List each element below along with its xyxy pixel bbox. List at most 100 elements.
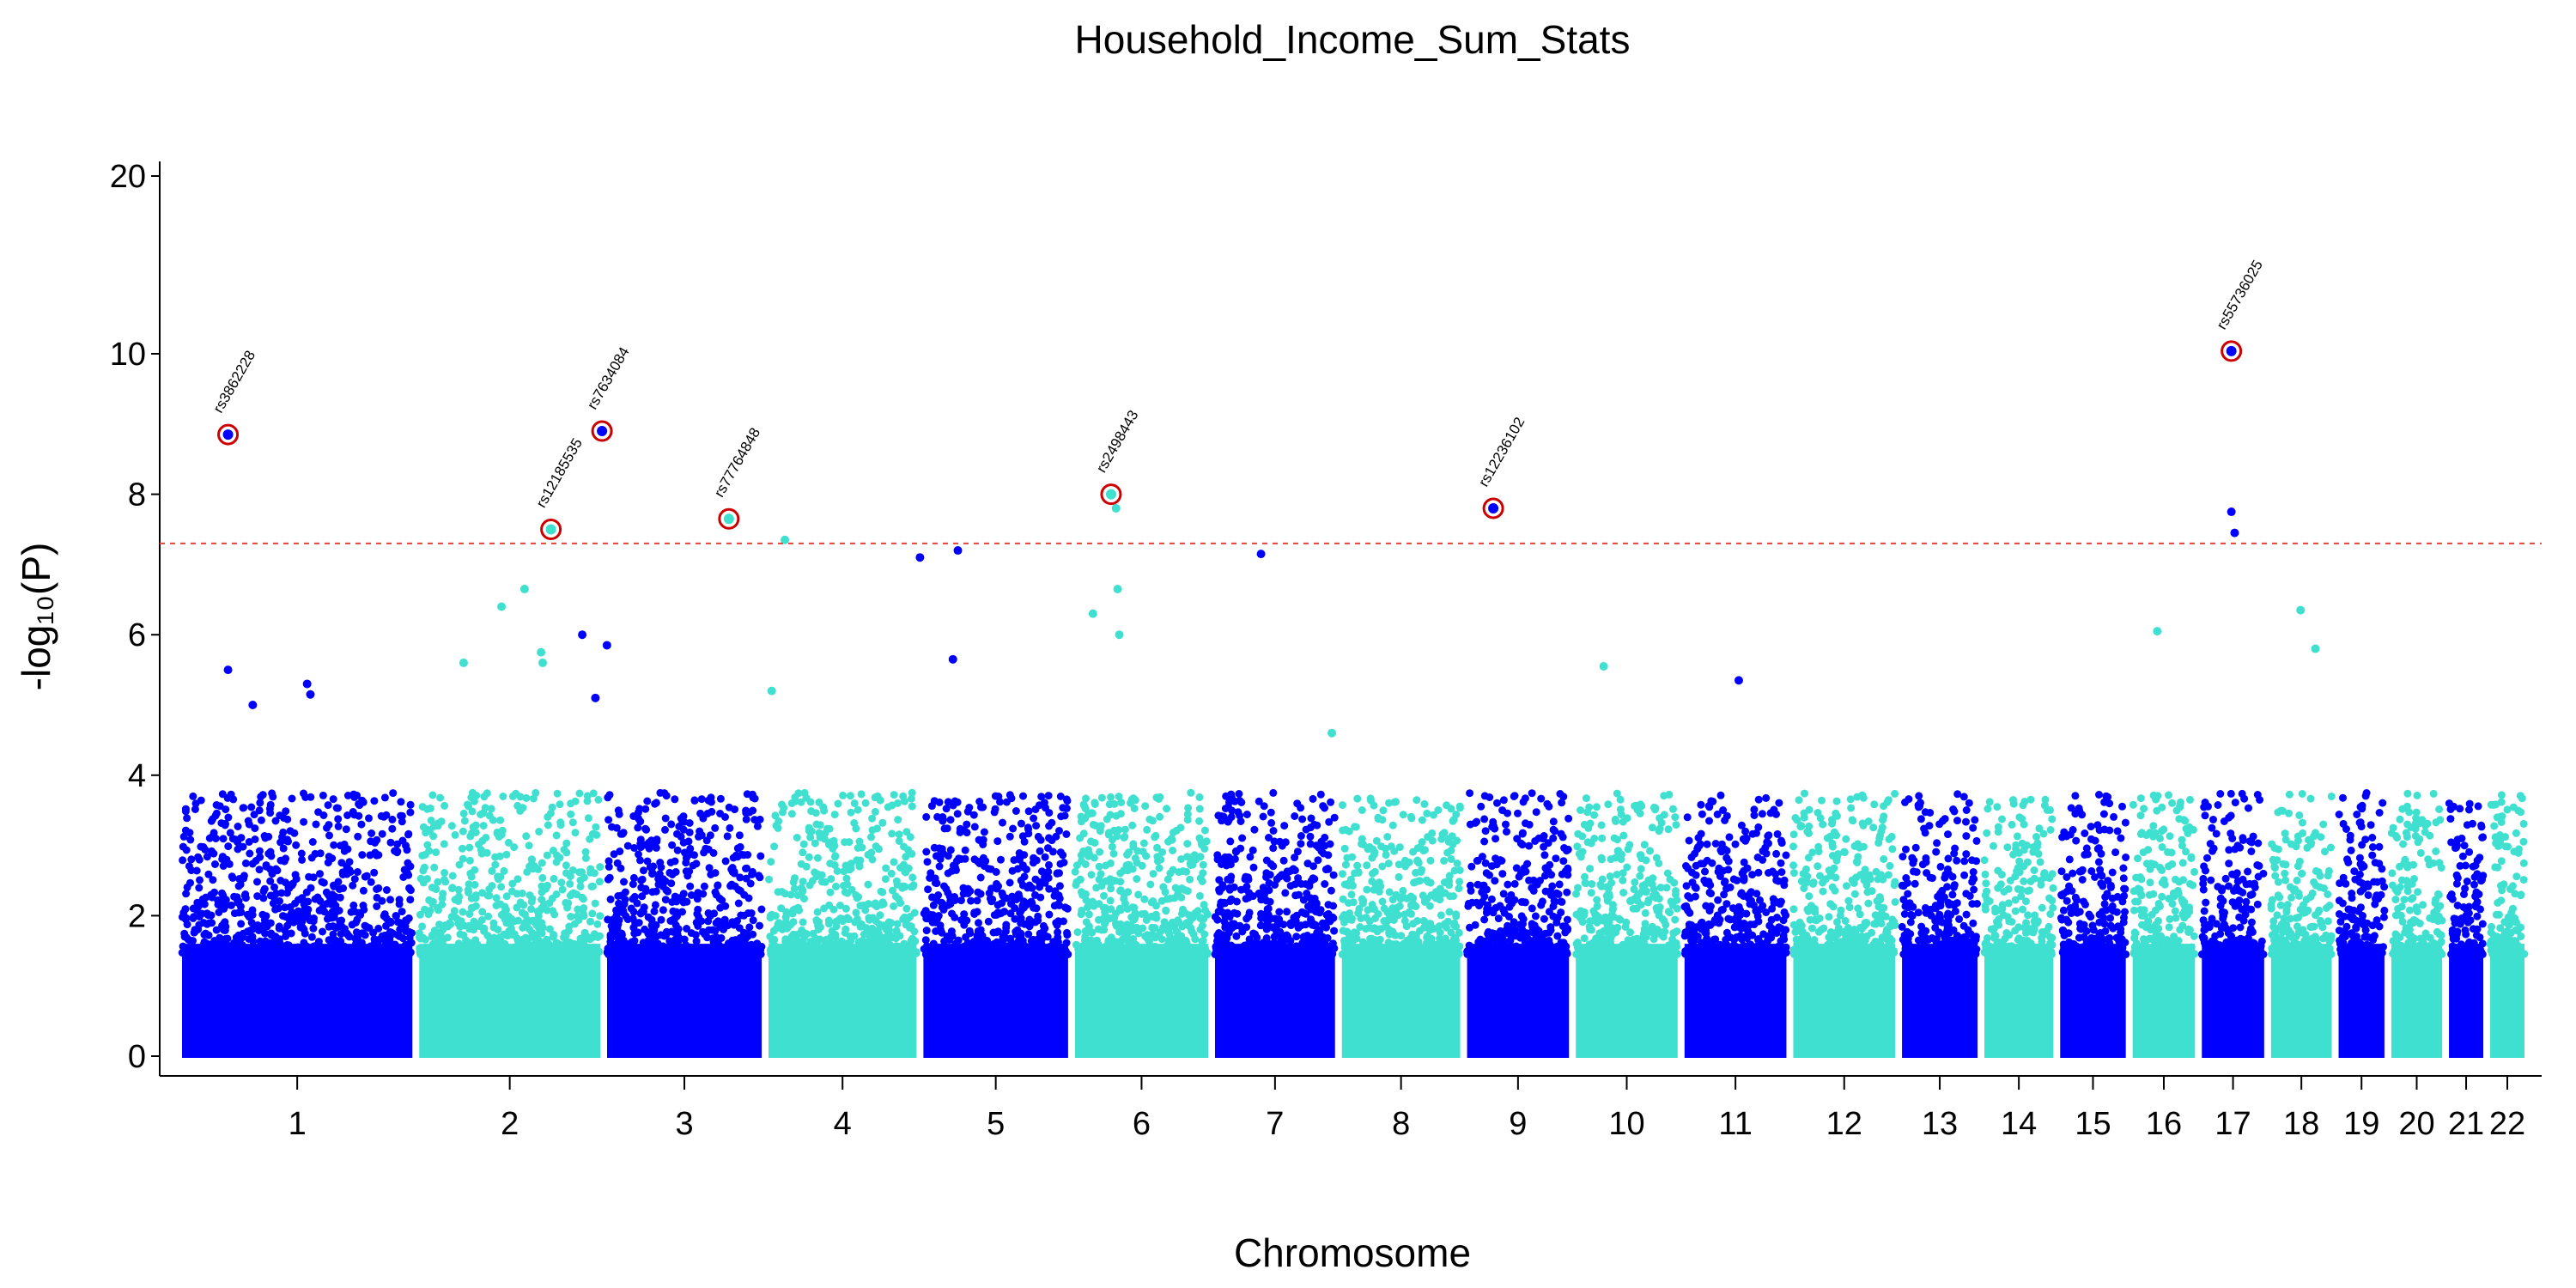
snp-point [261,919,270,927]
snp-point [1431,894,1440,902]
snp-point [211,860,219,868]
snp-point [477,849,486,858]
snp-point [538,896,546,904]
snp-point [418,803,427,811]
snp-point [1275,927,1283,936]
snp-point [477,811,485,818]
snp-point [403,846,411,854]
snp-point [183,883,191,891]
snp-point [1510,896,1519,904]
snp-point [825,824,834,833]
snp-point [1545,802,1553,811]
snp-point [832,882,840,890]
snp-point [1071,867,1079,876]
snp-point [455,860,464,869]
snp-point [471,866,479,874]
snp-point [1171,884,1180,892]
snp-point [1322,911,1331,920]
snp-point [246,911,255,920]
snp-point [1352,823,1360,831]
snp-point [1342,949,1351,957]
snp-point [700,882,708,890]
snp-point [406,862,415,871]
snp-point [448,884,457,892]
snp-point [523,945,532,953]
snp-point [465,880,473,889]
snp-point [635,850,642,859]
snp-point [501,906,510,914]
snp-point [459,809,468,817]
snp-point [1452,912,1461,920]
snp-point [375,935,384,944]
snp-point [481,804,489,812]
snp-point [895,837,903,845]
snp-point [1409,894,1418,902]
snp-point [827,875,835,884]
snp-point [1327,886,1335,895]
snp-point [436,793,445,802]
snp-point [1491,877,1499,885]
snp-point [811,839,819,848]
snp-point [1375,925,1383,933]
snp-point [567,810,575,818]
snp-point [1356,923,1364,931]
snp-point [1280,822,1289,830]
snp-point [1034,832,1042,841]
snp-point [260,938,269,946]
snp-point [316,849,325,858]
snp-point [1553,932,1562,940]
snp-point [218,790,227,799]
snp-point [471,950,480,958]
snp-point [1392,798,1400,806]
snp-point [1359,841,1368,848]
snp-point [674,934,683,942]
snp-point [1024,807,1033,816]
snp-point [1452,922,1461,931]
snp-point [1104,936,1113,945]
snp-point [616,950,624,958]
snp-point [386,928,395,937]
snp-point [179,856,187,865]
snp-point [749,806,757,815]
snp-point [378,829,386,838]
snp-point [1437,911,1445,920]
snp-point [465,889,472,896]
x-tick-label: 15 [2075,1106,2111,1142]
snp-point [465,909,474,918]
snp-point [789,878,798,886]
snp-point [1092,884,1101,892]
snp-point [594,795,603,804]
x-tick-label: 13 [1922,1106,1958,1142]
snp-point [1149,870,1157,878]
snp-point [473,940,482,949]
snp-point [844,915,853,924]
snp-point [336,893,344,902]
snp-point [355,801,364,810]
snp-point [855,837,864,846]
snp-point [792,932,800,940]
snp-point [1009,824,1018,833]
snp-point [242,948,251,957]
snp-point [1005,950,1014,958]
x-tick-label: 22 [2489,1106,2525,1142]
snp-point [395,932,404,940]
snp-point [502,892,511,901]
snp-point [1179,950,1188,958]
snp-point [1018,937,1027,945]
snp-point [963,807,972,816]
snp-point [742,874,750,883]
snp-point [989,928,998,937]
snp-point [933,896,941,904]
snp-point [309,873,318,882]
snp-point [848,885,856,894]
snp-point [1555,880,1564,889]
snp-point [562,898,570,907]
snp-point [1139,839,1148,848]
snp-point [535,828,544,835]
snp-point [651,950,659,958]
snp-point [723,832,732,841]
snp-point [530,949,538,957]
snp-point [516,806,525,815]
snp-point [641,805,650,813]
